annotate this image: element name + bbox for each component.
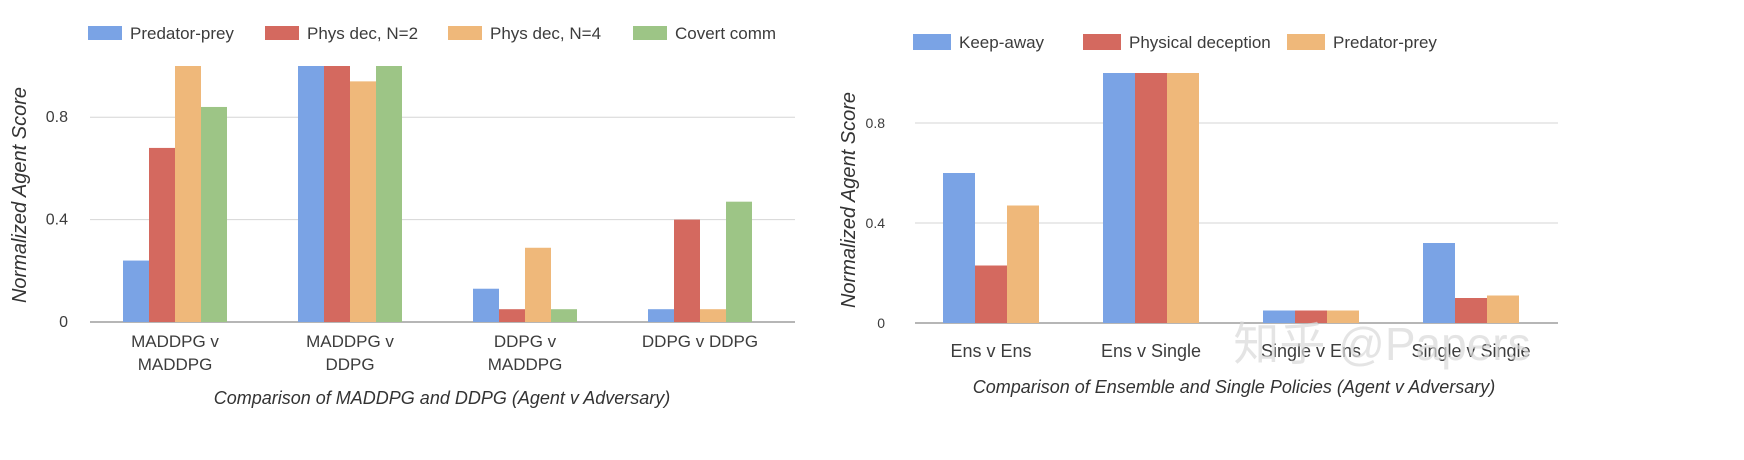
category-label: DDPG v DDPG [642,332,758,351]
bar-predator-prey [1167,73,1199,323]
legend-label: Phys dec, N=4 [490,24,601,43]
y-axis-title: Normalized Agent Score [9,87,31,303]
legend-label: Physical deception [1129,33,1271,52]
legend-label: Keep-away [959,33,1045,52]
y-tick-label: 0 [877,315,885,331]
category-label: MADDPG v [306,332,394,351]
chart-2: 0 0.4 0.8 Ens v Ens Ens v Single Single v Ens… [838,33,1558,397]
bar-keep-away [1263,310,1295,323]
category-label: Single v Ens [1261,341,1361,361]
legend-swatch [265,26,299,40]
category-label: Ens v Ens [950,341,1031,361]
y-axis-title: Normalized Agent Score [838,92,860,308]
legend-swatch [913,34,951,50]
chart-1: 0 0.4 0.8 MADDPG v MADDPG MADDPG v DDPG DDPG v M… [9,24,795,408]
bar-physical-deception [975,265,1007,323]
category-label: DDPG [325,355,374,374]
y-tick-label: 0.4 [866,215,886,231]
bar-phys-dec-n-4 [525,247,551,322]
legend-label: Predator-prey [1333,33,1437,52]
bar-predator-prey [1487,295,1519,323]
category-label: Ens v Single [1101,341,1201,361]
bar-covert-comm [201,106,227,323]
legend-label: Predator-prey [130,24,234,43]
y-tick-label: 0.4 [46,212,68,229]
category-label: MADDPG [488,355,563,374]
category-label: MADDPG [138,355,213,374]
bar-phys-dec-n-4 [700,309,726,322]
legend-label: Covert comm [675,24,776,43]
bar-phys-dec-n-2 [149,147,175,322]
bar-predator-prey [123,260,149,322]
bar-covert-comm [376,66,402,322]
bar-phys-dec-n-2 [324,66,350,322]
legend-swatch [88,26,122,40]
bar-phys-dec-n-4 [350,81,376,322]
x-axis-title: Comparison of MADDPG and DDPG (Agent v A… [214,388,671,408]
category-label: MADDPG v [131,332,219,351]
legend-label: Phys dec, N=2 [307,24,418,43]
bar-physical-deception [1455,298,1487,323]
bar-predator-prey [1327,310,1359,323]
y-tick-label: 0.8 [866,115,886,131]
bar-covert-comm [726,201,752,322]
category-label: Single v Single [1411,341,1530,361]
watermark: 知乎 @Papers [1233,318,1530,370]
y-tick-label: 0.8 [46,109,68,126]
bar-covert-comm [551,309,577,322]
legend-swatch [1083,34,1121,50]
bar-physical-deception [1135,73,1167,323]
bar-keep-away [943,173,975,323]
y-tick-label: 0 [59,314,68,331]
bar-predator-prey [1007,205,1039,323]
bar-predator-prey [473,288,499,322]
bar-predator-prey [298,66,324,322]
bar-keep-away [1423,243,1455,323]
x-axis-title: Comparison of Ensemble and Single Polici… [973,377,1496,397]
category-label: DDPG v [494,332,557,351]
bar-phys-dec-n-4 [175,66,201,322]
bar-phys-dec-n-2 [674,219,700,322]
bar-predator-prey [648,309,674,322]
legend-swatch [1287,34,1325,50]
legend-swatch [448,26,482,40]
bar-keep-away [1103,73,1135,323]
bar-physical-deception [1295,310,1327,323]
legend-swatch [633,26,667,40]
bar-phys-dec-n-2 [499,309,525,322]
